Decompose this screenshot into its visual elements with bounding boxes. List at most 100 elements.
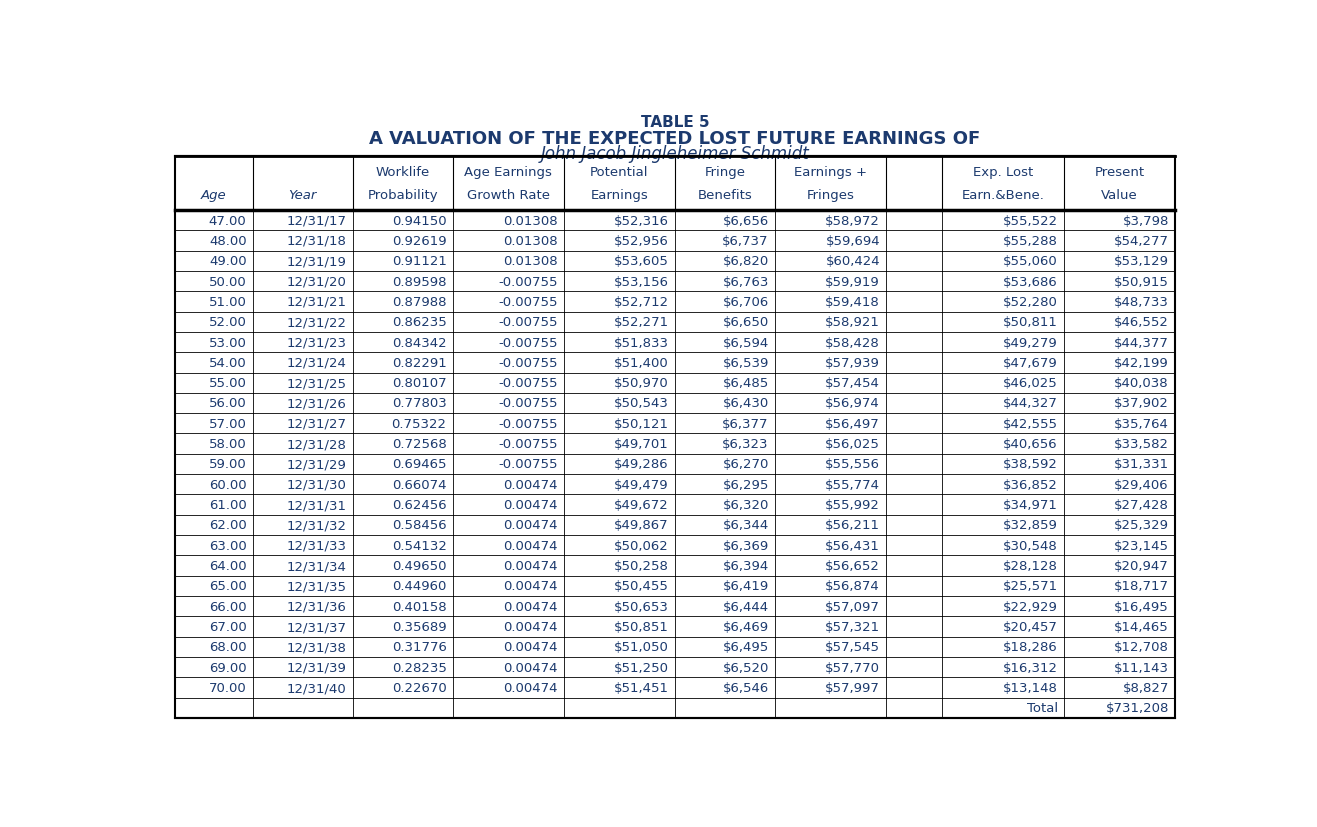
Text: Growth Rate: Growth Rate — [466, 189, 549, 202]
Text: -0.00755: -0.00755 — [498, 397, 557, 410]
Text: $50,653: $50,653 — [614, 600, 669, 613]
Text: -0.00755: -0.00755 — [498, 437, 557, 451]
Text: $6,323: $6,323 — [722, 437, 769, 451]
Text: $59,418: $59,418 — [826, 295, 880, 308]
Text: $56,652: $56,652 — [826, 559, 880, 572]
Text: 12/31/37: 12/31/37 — [287, 620, 346, 633]
Text: $6,270: $6,270 — [723, 458, 769, 471]
Text: Potential: Potential — [590, 166, 649, 179]
Text: 0.00474: 0.00474 — [503, 661, 557, 674]
Text: 0.00474: 0.00474 — [503, 499, 557, 511]
Text: $23,145: $23,145 — [1114, 539, 1169, 552]
Text: Exp. Lost: Exp. Lost — [973, 166, 1033, 179]
Text: $53,605: $53,605 — [614, 255, 669, 268]
Text: Worklife: Worklife — [375, 166, 429, 179]
Text: 69.00: 69.00 — [209, 661, 246, 674]
Text: 0.54132: 0.54132 — [391, 539, 446, 552]
Text: $59,919: $59,919 — [826, 275, 880, 289]
Text: $48,733: $48,733 — [1114, 295, 1169, 308]
Text: $731,208: $731,208 — [1105, 701, 1169, 715]
Text: -0.00755: -0.00755 — [498, 316, 557, 329]
Text: $20,947: $20,947 — [1114, 559, 1169, 572]
Text: 0.00474: 0.00474 — [503, 681, 557, 694]
Text: $6,430: $6,430 — [723, 397, 769, 410]
Text: $52,316: $52,316 — [614, 214, 669, 227]
Text: $50,455: $50,455 — [614, 580, 669, 593]
Text: $57,939: $57,939 — [826, 356, 880, 370]
Text: 12/31/22: 12/31/22 — [287, 316, 346, 329]
Text: $49,479: $49,479 — [614, 478, 669, 491]
Text: 12/31/30: 12/31/30 — [287, 478, 346, 491]
Text: $55,288: $55,288 — [1004, 235, 1058, 247]
Text: $56,974: $56,974 — [826, 397, 880, 410]
Text: 0.77803: 0.77803 — [392, 397, 446, 410]
Text: 0.84342: 0.84342 — [392, 336, 446, 349]
Text: $6,763: $6,763 — [723, 275, 769, 289]
Text: 12/31/38: 12/31/38 — [287, 641, 346, 653]
Text: 0.62456: 0.62456 — [392, 499, 446, 511]
Text: 0.00474: 0.00474 — [503, 539, 557, 552]
Text: $42,555: $42,555 — [1002, 418, 1058, 430]
Text: $59,694: $59,694 — [826, 235, 880, 247]
Text: $58,921: $58,921 — [826, 316, 880, 329]
Text: $40,656: $40,656 — [1004, 437, 1058, 451]
Text: $57,545: $57,545 — [824, 641, 880, 653]
Text: $6,419: $6,419 — [723, 580, 769, 593]
Text: $6,377: $6,377 — [722, 418, 769, 430]
Text: $6,539: $6,539 — [723, 356, 769, 370]
Text: Earnings: Earnings — [590, 189, 648, 202]
Text: $60,424: $60,424 — [826, 255, 880, 268]
Text: $53,129: $53,129 — [1114, 255, 1169, 268]
Text: $31,331: $31,331 — [1114, 458, 1169, 471]
Text: Age Earnings: Age Earnings — [465, 166, 552, 179]
Text: $29,406: $29,406 — [1114, 478, 1169, 491]
Text: $16,495: $16,495 — [1114, 600, 1169, 613]
Text: 12/31/25: 12/31/25 — [287, 377, 346, 390]
Text: Earnings +: Earnings + — [794, 166, 867, 179]
Text: $53,686: $53,686 — [1004, 275, 1058, 289]
Text: $56,497: $56,497 — [826, 418, 880, 430]
Text: $52,712: $52,712 — [614, 295, 669, 308]
Text: $56,874: $56,874 — [826, 580, 880, 593]
Text: 0.44960: 0.44960 — [392, 580, 446, 593]
Text: 0.72568: 0.72568 — [392, 437, 446, 451]
Text: $51,833: $51,833 — [614, 336, 669, 349]
Text: 0.28235: 0.28235 — [391, 661, 446, 674]
Text: 70.00: 70.00 — [209, 681, 246, 694]
Text: 12/31/35: 12/31/35 — [287, 580, 346, 593]
Text: $55,556: $55,556 — [824, 458, 880, 471]
Text: 52.00: 52.00 — [208, 316, 246, 329]
Text: 50.00: 50.00 — [209, 275, 246, 289]
Text: 57.00: 57.00 — [208, 418, 246, 430]
Text: $51,400: $51,400 — [614, 356, 669, 370]
Text: 61.00: 61.00 — [209, 499, 246, 511]
Text: Fringe: Fringe — [705, 166, 745, 179]
Text: 55.00: 55.00 — [208, 377, 246, 390]
Text: $6,594: $6,594 — [723, 336, 769, 349]
Text: 12/31/34: 12/31/34 — [287, 559, 346, 572]
Text: $50,851: $50,851 — [614, 620, 669, 633]
Text: 0.00474: 0.00474 — [503, 620, 557, 633]
Text: Probability: Probability — [367, 189, 439, 202]
Text: $53,156: $53,156 — [614, 275, 669, 289]
Text: 47.00: 47.00 — [209, 214, 246, 227]
Text: 0.31776: 0.31776 — [391, 641, 446, 653]
Text: $56,211: $56,211 — [824, 519, 880, 532]
Text: $58,428: $58,428 — [826, 336, 880, 349]
Text: $55,060: $55,060 — [1004, 255, 1058, 268]
Text: $49,867: $49,867 — [614, 519, 669, 532]
Text: 0.00474: 0.00474 — [503, 641, 557, 653]
Text: 48.00: 48.00 — [209, 235, 246, 247]
Text: $3,798: $3,798 — [1122, 214, 1169, 227]
Text: $50,121: $50,121 — [614, 418, 669, 430]
Text: $6,320: $6,320 — [723, 499, 769, 511]
Text: 53.00: 53.00 — [208, 336, 246, 349]
Text: 0.94150: 0.94150 — [392, 214, 446, 227]
Text: $33,582: $33,582 — [1114, 437, 1169, 451]
Text: $35,764: $35,764 — [1114, 418, 1169, 430]
Text: 0.87988: 0.87988 — [392, 295, 446, 308]
Text: $6,520: $6,520 — [723, 661, 769, 674]
Text: 0.82291: 0.82291 — [392, 356, 446, 370]
Text: Present: Present — [1094, 166, 1144, 179]
Text: 12/31/18: 12/31/18 — [287, 235, 346, 247]
